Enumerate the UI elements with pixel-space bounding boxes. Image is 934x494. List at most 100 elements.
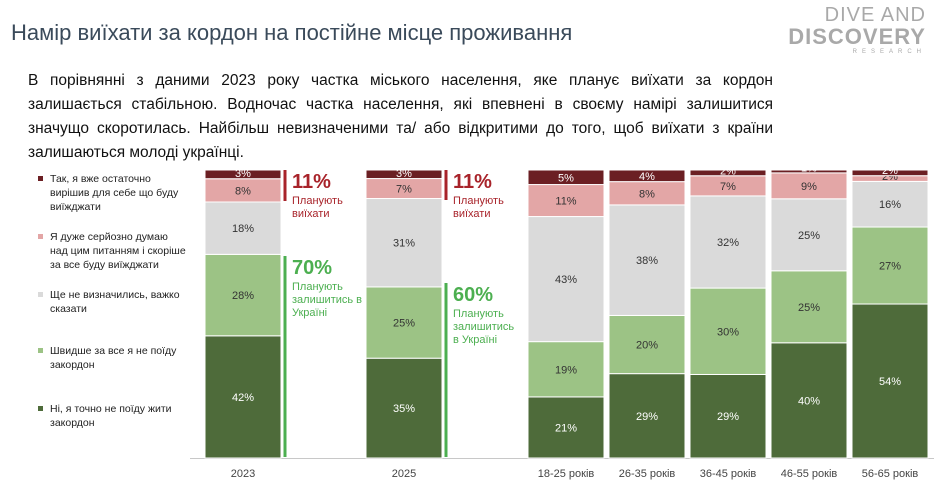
bar-segment — [608, 314, 686, 375]
bar-segment — [770, 172, 848, 200]
data-label: 5% — [558, 172, 574, 184]
data-label: 29% — [636, 411, 658, 423]
bar-segment — [770, 342, 848, 459]
legend-label: Швидше за все я не поїду закордон — [50, 345, 177, 371]
logo-line-2: DISCOVERY — [788, 24, 926, 49]
data-label: 27% — [879, 261, 901, 273]
logo-line-3: RESEARCH — [852, 49, 926, 55]
data-label: 4% — [639, 171, 655, 183]
brand-logo: DIVE AND DISCOVERY RESEARCH — [788, 4, 926, 56]
leave-2023-value: 11% — [292, 171, 331, 193]
data-label: 2% — [720, 165, 736, 177]
x-tick-label: 18-25 років — [538, 468, 595, 480]
legend-item: Так, я вже остаточно вирішив для себе що… — [38, 172, 188, 214]
data-label: 40% — [798, 395, 820, 407]
legend-item: Ще не визначились, важко сказати — [38, 288, 188, 316]
legend-swatch — [38, 234, 43, 239]
data-label: 20% — [636, 340, 658, 352]
x-tick-label: 46-55 років — [781, 468, 838, 480]
bar-segment — [527, 396, 605, 459]
data-label: 29% — [717, 411, 739, 423]
legend-item: Я дуже серйозно думаю над цим питанням і… — [38, 230, 188, 272]
data-label: 25% — [798, 302, 820, 314]
data-label: 54% — [879, 376, 901, 388]
stay-2023-value: 70% — [292, 257, 332, 279]
logo-line-1: DIVE AND — [824, 4, 926, 26]
leave-2025-value: 11% — [453, 171, 492, 193]
leave-2025-caption: Планують виїхати — [453, 195, 504, 220]
data-label: 42% — [232, 392, 254, 404]
x-tick-label: 56-65 років — [862, 468, 919, 480]
data-label: 1% — [801, 162, 817, 174]
data-label: 16% — [879, 199, 901, 211]
bar-segment — [527, 169, 605, 186]
data-label: 19% — [555, 364, 577, 376]
data-label: 11% — [555, 196, 576, 208]
data-label: 32% — [717, 237, 739, 249]
bar-segment — [608, 204, 686, 316]
data-label: 8% — [639, 188, 655, 200]
bar-segment — [365, 357, 443, 459]
bar-segment — [204, 253, 282, 337]
bar-segment — [365, 169, 443, 180]
data-label: 7% — [396, 184, 412, 196]
x-tick-label: 2025 — [392, 468, 416, 480]
data-label: 3% — [235, 168, 251, 180]
bar-segment — [204, 335, 282, 459]
data-label: 38% — [636, 255, 658, 267]
legend-swatch — [38, 406, 43, 411]
data-label: 43% — [555, 274, 577, 286]
bar-segment — [689, 287, 767, 375]
legend-swatch — [38, 348, 43, 353]
bar-segment — [851, 226, 929, 305]
bar-segment — [770, 270, 848, 344]
data-label: 25% — [798, 230, 820, 242]
bar-segment — [770, 169, 848, 174]
legend-item: Швидше за все я не поїду закордон — [38, 344, 188, 372]
data-label: 30% — [717, 326, 739, 338]
bar-segment — [851, 303, 929, 459]
data-label: 18% — [232, 223, 254, 235]
bar-segment — [608, 169, 686, 183]
summary-text: В порівнянні з даними 2023 року частка м… — [28, 72, 773, 161]
data-label: 8% — [235, 185, 251, 197]
bar-segment — [527, 184, 605, 218]
data-label: 21% — [555, 422, 577, 434]
bar-segment — [365, 286, 443, 359]
bar-segment — [770, 198, 848, 272]
legend-label: Ще не визначились, важко сказати — [50, 289, 180, 315]
data-label: 3% — [396, 168, 412, 180]
leave-2023-caption: Планують виїхати — [292, 195, 343, 220]
bar-segment — [527, 341, 605, 398]
x-tick-label: 36-45 років — [700, 468, 757, 480]
data-label: 35% — [393, 403, 415, 415]
stay-2025-caption: Планують залишитись в Україні — [453, 308, 514, 346]
legend-swatch — [38, 292, 43, 297]
x-tick-label: 2023 — [231, 468, 255, 480]
stay-2025-value: 60% — [453, 284, 493, 306]
legend-label: Ні, я точно не поїду жити закордон — [50, 403, 172, 429]
legend-label: Так, я вже остаточно вирішив для себе що… — [50, 173, 179, 213]
bar-segment — [527, 216, 605, 343]
x-tick-label: 26-35 років — [619, 468, 676, 480]
bar-segment — [689, 169, 767, 177]
bar-segment — [204, 169, 282, 180]
data-label: 9% — [801, 181, 817, 193]
legend-item: Ні, я точно не поїду жити закордон — [38, 402, 188, 430]
bar-segment — [204, 201, 282, 255]
data-label: 31% — [393, 238, 415, 250]
stay-2023-caption: Планують залишитись в Україні — [292, 281, 362, 319]
bar-segment — [365, 198, 443, 288]
bar-segment — [689, 195, 767, 289]
bar-segment — [851, 169, 929, 177]
bar-segment — [689, 373, 767, 459]
page-title: Намір виїхати за кордон на постійне місц… — [11, 20, 573, 45]
bar-segment — [608, 373, 686, 459]
data-label: 7% — [720, 181, 736, 193]
legend-label: Я дуже серйозно думаю над цим питанням і… — [50, 231, 186, 271]
data-label: 28% — [232, 290, 254, 302]
legend-swatch — [38, 176, 43, 181]
data-label: 2% — [882, 165, 898, 177]
data-label: 25% — [393, 318, 415, 330]
